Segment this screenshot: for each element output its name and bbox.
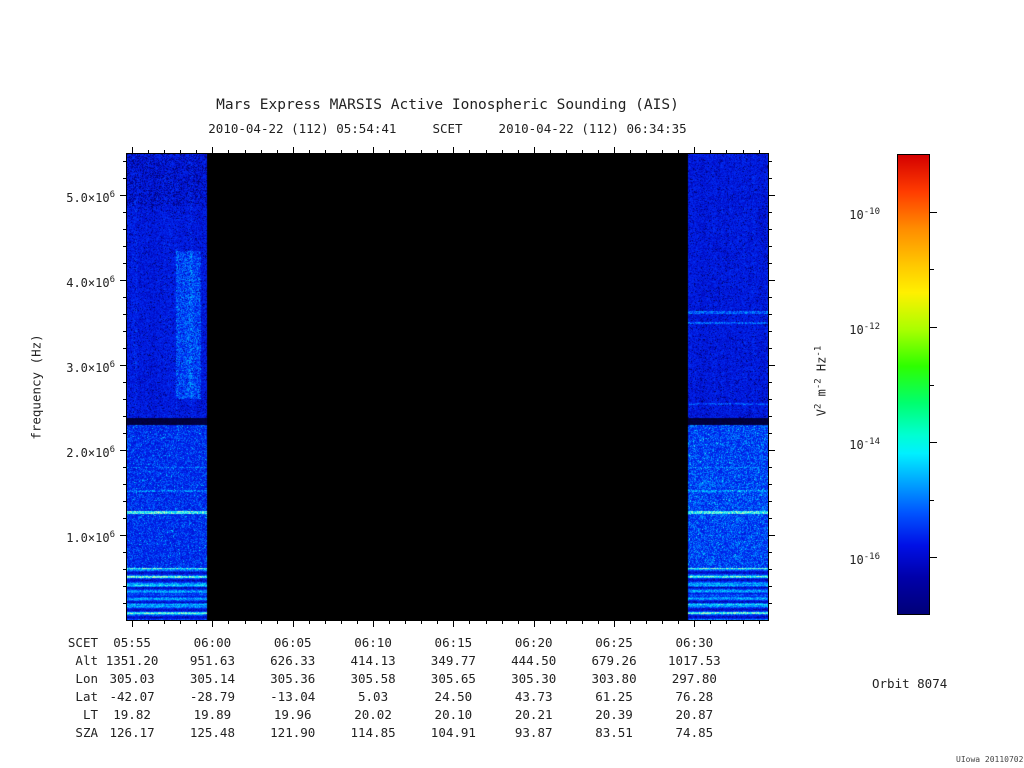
ephemeris-cell: 20.10 (434, 707, 473, 722)
ephemeris-cell: 1017.53 (668, 653, 721, 668)
unit-v: V (814, 409, 829, 417)
y-tick-label: 4.0×106 (66, 274, 115, 290)
unit-m: m (814, 389, 829, 404)
ephemeris-cell: 626.33 (270, 653, 316, 668)
ephemeris-row-label: LT (82, 707, 98, 722)
ephemeris-cell: 06:05 (273, 635, 312, 650)
colorbar-tick-label: 10-14 (849, 437, 880, 453)
unit-hz: Hz (814, 356, 829, 379)
ephemeris-cell: 24.50 (434, 689, 473, 704)
ephemeris-cell: 19.82 (113, 707, 151, 722)
ephemeris-cell: 5.03 (358, 689, 389, 704)
colorbar-tick-label: 10-10 (849, 206, 880, 222)
ephemeris-cell: 305.36 (270, 671, 316, 686)
ephemeris-cell: 305.58 (350, 671, 396, 686)
ephemeris-cell: 20.21 (514, 707, 553, 722)
scet-axis-label: SCET (432, 121, 463, 136)
ephemeris-cell: 104.91 (430, 725, 476, 740)
scet-start-time: 2010-04-22 (112) 05:54:41 (208, 121, 397, 136)
ephemeris-cell: 349.77 (430, 653, 476, 668)
ephemeris-cell: 93.87 (514, 725, 553, 740)
ephemeris-cell: 444.50 (511, 653, 557, 668)
ephemeris-cell: 1351.20 (105, 653, 159, 668)
ephemeris-cell: 06:25 (595, 635, 633, 650)
colorbar-tick-label: 10-16 (849, 552, 880, 568)
ephemeris-cell: 305.03 (109, 671, 155, 686)
ephemeris-cell: 305.30 (511, 671, 557, 686)
ephemeris-cell: 126.17 (109, 725, 155, 740)
ephemeris-cell: 20.02 (354, 707, 392, 722)
ephemeris-cell: 951.63 (189, 653, 235, 668)
unit-m-exp: -2 (813, 378, 824, 390)
ephemeris-cell: 20.39 (595, 707, 633, 722)
ephemeris-cell: 305.65 (430, 671, 476, 686)
colorbar (897, 154, 930, 615)
scet-end-time: 2010-04-22 (112) 06:34:35 (498, 121, 687, 136)
ephemeris-cell: 19.89 (193, 707, 232, 722)
ephemeris-cell: 303.80 (591, 671, 637, 686)
colorbar-unit-label: V2 m-2 Hz-1 (814, 346, 829, 416)
unit-hz-exp: -1 (813, 345, 824, 357)
credit-label: UIowa 20110702 (956, 755, 1024, 764)
ephemeris-cell: 43.73 (514, 689, 553, 704)
y-tick-label: 5.0×106 (66, 189, 115, 205)
y-tick-label: 3.0×106 (66, 359, 115, 375)
unit-v-exp: 2 (813, 403, 824, 410)
ephemeris-cell: 05:55 (113, 635, 151, 650)
ephemeris-cell: 83.51 (595, 725, 633, 740)
ephemeris-cell: -13.04 (270, 689, 316, 704)
orbit-label: Orbit 8074 (872, 676, 948, 691)
ephemeris-row-label: Lon (75, 671, 98, 686)
y-axis-label: frequency (Hz) (28, 334, 44, 440)
spectrogram-canvas (127, 154, 768, 620)
ephemeris-cell: 74.85 (675, 725, 714, 740)
ephemeris-row-label: Lat (75, 689, 98, 704)
ephemeris-row-label: SZA (75, 725, 98, 740)
ephemeris-cell: 121.90 (270, 725, 316, 740)
ephemeris-row-label: Alt (75, 653, 98, 668)
ephemeris-cell: 06:00 (193, 635, 232, 650)
ephemeris-row-label: SCET (67, 635, 98, 650)
plot-subtitle: 2010-04-22 (112) 05:54:41 SCET 2010-04-22 … (127, 121, 768, 136)
ephemeris-cell: 06:20 (514, 635, 553, 650)
plot-title: Mars Express MARSIS Active Ionospheric S… (216, 97, 679, 113)
ephemeris-cell: -28.79 (189, 689, 235, 704)
ephemeris-cell: 114.85 (350, 725, 396, 740)
y-tick-label: 2.0×106 (66, 444, 115, 460)
ephemeris-cell: 06:30 (675, 635, 714, 650)
ephemeris-cell: 06:15 (434, 635, 473, 650)
y-tick-label: 1.0×106 (66, 529, 115, 545)
ephemeris-cell: 679.26 (591, 653, 637, 668)
ephemeris-cell: 125.48 (189, 725, 235, 740)
ephemeris-cell: 61.25 (595, 689, 633, 704)
ephemeris-cell: 06:10 (354, 635, 392, 650)
ephemeris-cell: 305.14 (189, 671, 235, 686)
ephemeris-cell: 19.96 (273, 707, 312, 722)
ephemeris-cell: 297.80 (671, 671, 717, 686)
ephemeris-cell: 20.87 (675, 707, 714, 722)
ephemeris-cell: -42.07 (109, 689, 155, 704)
ephemeris-cell: 76.28 (675, 689, 714, 704)
colorbar-tick-label: 10-12 (849, 321, 880, 337)
ephemeris-cell: 414.13 (350, 653, 396, 668)
